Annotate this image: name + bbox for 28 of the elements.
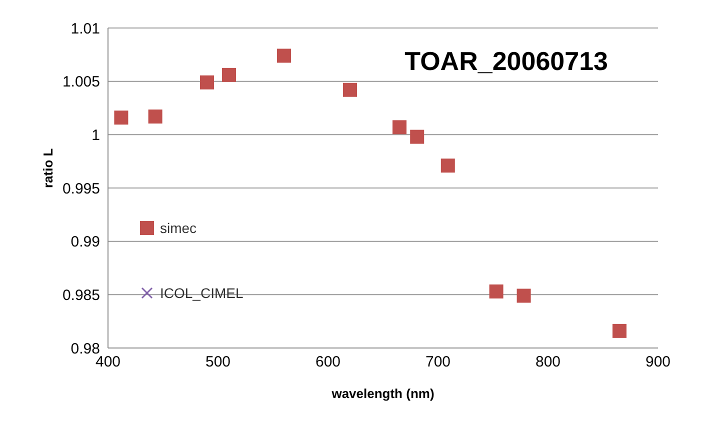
point (489, 284, 504, 298)
x-tick-label: 800 (535, 354, 561, 371)
y-tick-label: 0.985 (62, 286, 100, 304)
x-tick-label: 900 (645, 354, 671, 371)
legend-label: simec (160, 220, 197, 236)
legend-label: ICOL_CIMEL (160, 285, 244, 301)
point (516, 288, 531, 303)
x-tick-label: 700 (425, 354, 451, 371)
y-tick-label: 0.995 (62, 180, 100, 198)
point (277, 48, 291, 63)
point (148, 110, 162, 124)
point (114, 110, 128, 125)
point (222, 68, 236, 82)
y-tick-label: 1.005 (62, 74, 100, 91)
x-tick-label: 500 (205, 354, 231, 371)
x-tick-label: 600 (315, 354, 341, 371)
y-tick-label: 0.99 (70, 234, 100, 251)
text: TOAR_20060713 (404, 46, 608, 76)
point (343, 82, 357, 97)
y-axis-title: ratio L (40, 148, 56, 188)
point (392, 120, 406, 134)
point (410, 130, 424, 144)
y-tick-label: 1.01 (70, 20, 100, 38)
point (200, 75, 214, 90)
point (440, 158, 455, 173)
y-tick-label: 1 (92, 126, 100, 144)
x-axis-title: wavelength (nm) (330, 386, 434, 401)
point (612, 324, 626, 338)
